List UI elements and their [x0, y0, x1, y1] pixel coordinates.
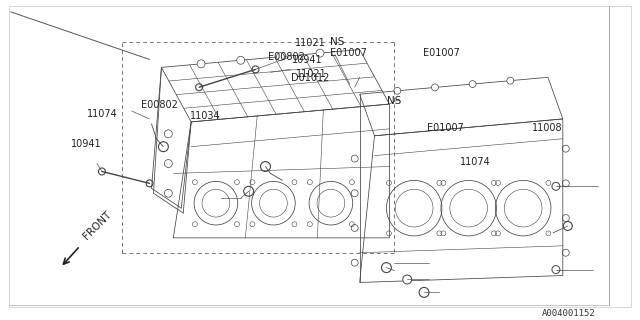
Text: E01007: E01007 [330, 48, 367, 58]
Circle shape [159, 142, 168, 152]
Circle shape [563, 221, 572, 230]
Text: 11074: 11074 [460, 157, 490, 167]
Circle shape [276, 53, 284, 61]
Text: A004001152: A004001152 [542, 309, 596, 318]
Circle shape [146, 180, 153, 187]
Circle shape [260, 162, 271, 172]
Circle shape [196, 84, 202, 91]
Circle shape [394, 87, 401, 94]
Text: NS: NS [330, 37, 344, 47]
Circle shape [552, 182, 560, 190]
Text: 11021: 11021 [296, 68, 326, 79]
Circle shape [197, 60, 205, 68]
Circle shape [431, 84, 438, 91]
Text: E00802: E00802 [268, 52, 305, 62]
Circle shape [552, 266, 560, 274]
Text: E01007: E01007 [423, 48, 460, 58]
Circle shape [99, 168, 106, 175]
Text: 10941: 10941 [291, 55, 322, 65]
Circle shape [381, 263, 392, 273]
Circle shape [403, 275, 412, 284]
Text: D01012: D01012 [291, 73, 330, 83]
Circle shape [419, 287, 429, 297]
Text: 11021: 11021 [294, 38, 325, 48]
Text: E00802: E00802 [141, 100, 178, 110]
Circle shape [244, 186, 253, 196]
Text: 10941: 10941 [71, 139, 102, 149]
Circle shape [252, 66, 259, 73]
Text: 11008: 11008 [532, 123, 563, 133]
Text: NS: NS [387, 96, 402, 106]
Text: FRONT: FRONT [81, 210, 113, 242]
Text: E01007: E01007 [427, 123, 463, 133]
Circle shape [507, 77, 514, 84]
Circle shape [469, 81, 476, 87]
Circle shape [237, 56, 244, 64]
Text: 11074: 11074 [86, 109, 117, 119]
Text: 11034: 11034 [190, 111, 221, 121]
Circle shape [316, 49, 324, 57]
